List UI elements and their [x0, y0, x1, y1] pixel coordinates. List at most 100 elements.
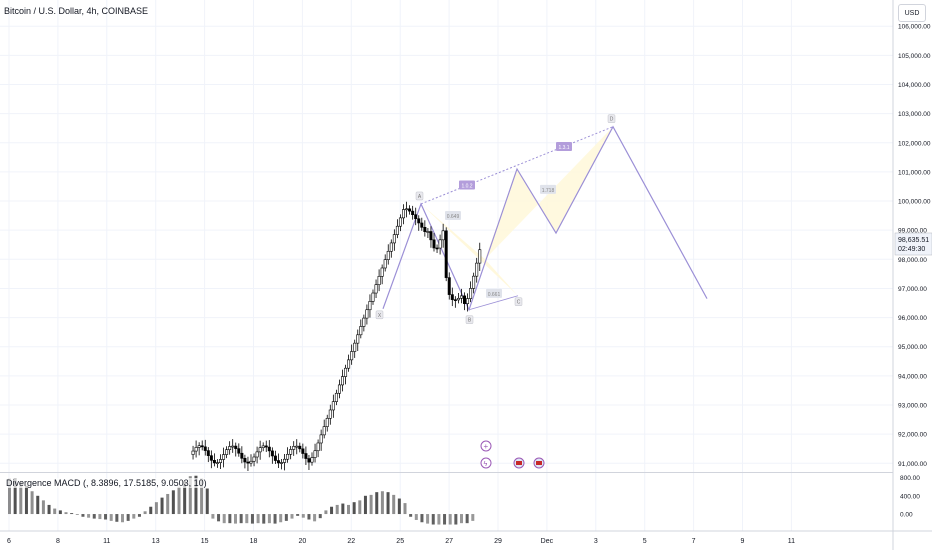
macd-bar — [234, 514, 237, 524]
time-tick-label: 20 — [299, 538, 307, 545]
macd-bar — [47, 504, 51, 515]
time-axis[interactable]: 6 8 11 13 15 18 20 22 25 27 29 Dec 3 5 7 9 11 — [7, 538, 795, 545]
time-tick-label: Dec — [541, 538, 554, 545]
macd-bar — [324, 510, 328, 515]
event-markers[interactable]: + ϟ — [480, 440, 545, 469]
candle-body — [389, 242, 393, 252]
macd-bar — [431, 514, 435, 525]
pattern-fill-left — [421, 203, 518, 296]
candle-body — [347, 359, 351, 369]
macd-bar — [307, 514, 311, 520]
pattern-leg — [468, 295, 519, 311]
macd-bar — [335, 504, 339, 515]
time-tick-label: 9 — [741, 538, 745, 545]
candle-body — [206, 450, 210, 456]
macd-bar — [64, 512, 68, 515]
macd-bar — [87, 514, 91, 518]
time-tick-label: 3 — [594, 538, 598, 545]
candle-body — [459, 295, 463, 299]
macd-tick-label: 800.00 — [900, 475, 920, 482]
candle-body — [353, 342, 357, 352]
candle-body — [267, 446, 271, 452]
candle-body — [273, 455, 277, 461]
macd-bar — [149, 506, 153, 515]
time-tick-label: 25 — [396, 538, 404, 545]
plus-glyph: + — [484, 442, 489, 451]
svg-text:C: C — [517, 300, 521, 306]
macd-bar — [36, 495, 40, 515]
candle-body — [331, 401, 335, 411]
candle-body — [261, 445, 265, 448]
macd-bar — [397, 498, 401, 515]
pattern-ratio-label: 1.718 — [540, 184, 556, 194]
macd-bar — [109, 514, 113, 521]
candle-body — [325, 417, 329, 427]
candle-body — [408, 208, 412, 212]
svg-text:0.649: 0.649 — [447, 214, 460, 220]
time-tick-label: 11 — [103, 538, 110, 545]
svg-text:D: D — [610, 117, 614, 123]
candle-body — [240, 452, 244, 459]
candle-body — [316, 442, 320, 452]
candle-body — [249, 460, 253, 464]
macd-bar — [369, 494, 373, 515]
candle-body — [334, 392, 338, 402]
macd-bar — [24, 485, 28, 515]
candle-body — [191, 450, 195, 455]
candle-body — [417, 218, 421, 224]
price-axis[interactable]: 106,000.00 105,000.00 104,000.00 103,000.00… — [898, 24, 931, 468]
plus-icon[interactable] — [480, 440, 492, 452]
candle-body — [228, 446, 232, 450]
candle-body — [295, 445, 299, 448]
candle-body — [356, 334, 360, 344]
pane-separator — [0, 472, 893, 473]
macd-legend[interactable]: Divergence MACD (, 8.3896, 17.5185, 9.05… — [4, 478, 209, 488]
candle-body — [301, 448, 305, 454]
pattern-diagonal — [420, 126, 614, 205]
macd-bar — [347, 504, 350, 515]
macd-bar — [279, 514, 283, 523]
candle-body — [478, 249, 482, 264]
candle-body — [322, 426, 326, 436]
svg-text:1.0.2: 1.0.2 — [461, 183, 472, 189]
pattern-ratio-label: 1.0.2 — [459, 180, 475, 190]
candle-body — [435, 247, 439, 250]
symbol-title[interactable]: Bitcoin / U.S. Dollar, 4h, COINBASE — [4, 6, 149, 16]
candle-body — [340, 376, 344, 386]
candle-body — [386, 250, 390, 260]
pattern-ratio-label: 1.3.1 — [556, 142, 572, 152]
svg-text:0.661: 0.661 — [488, 292, 501, 298]
time-tick-label: 8 — [56, 538, 60, 545]
flash-icon[interactable] — [480, 457, 492, 469]
candle-body — [450, 294, 454, 300]
candle-body — [194, 447, 198, 452]
price-tick-label: 101,000.00 — [898, 169, 931, 176]
macd-bar — [426, 514, 430, 524]
macd-axis[interactable]: 800.00 400.00 0.00 — [900, 475, 920, 518]
time-tick-label: 15 — [201, 538, 209, 545]
macd-bar — [70, 513, 74, 515]
macd-bar — [98, 514, 102, 520]
candle-body — [380, 267, 384, 277]
macd-bar — [239, 514, 243, 524]
macd-bar — [217, 514, 221, 522]
macd-bar — [171, 490, 175, 515]
price-tick-label: 93,000.00 — [898, 402, 927, 409]
macd-bar — [245, 514, 249, 524]
harmonic-pattern[interactable]: X A B C D 0.649 0.661 1.718 1.0.2 1.3.1 — [375, 114, 708, 324]
macd-bar — [403, 503, 407, 515]
candle-body — [209, 455, 213, 461]
macd-bar — [121, 514, 124, 523]
candle-body — [304, 453, 308, 459]
macd-bar — [194, 475, 198, 515]
candle-body — [246, 461, 250, 464]
svg-text:1.3.1: 1.3.1 — [558, 145, 569, 151]
candle-body — [234, 445, 238, 449]
pattern-point-label: B — [465, 315, 474, 324]
currency-selector[interactable]: USD — [898, 4, 926, 22]
candle-body — [270, 450, 274, 457]
macd-bar — [256, 514, 260, 524]
macd-bar — [132, 514, 136, 519]
candle-body — [307, 458, 311, 463]
